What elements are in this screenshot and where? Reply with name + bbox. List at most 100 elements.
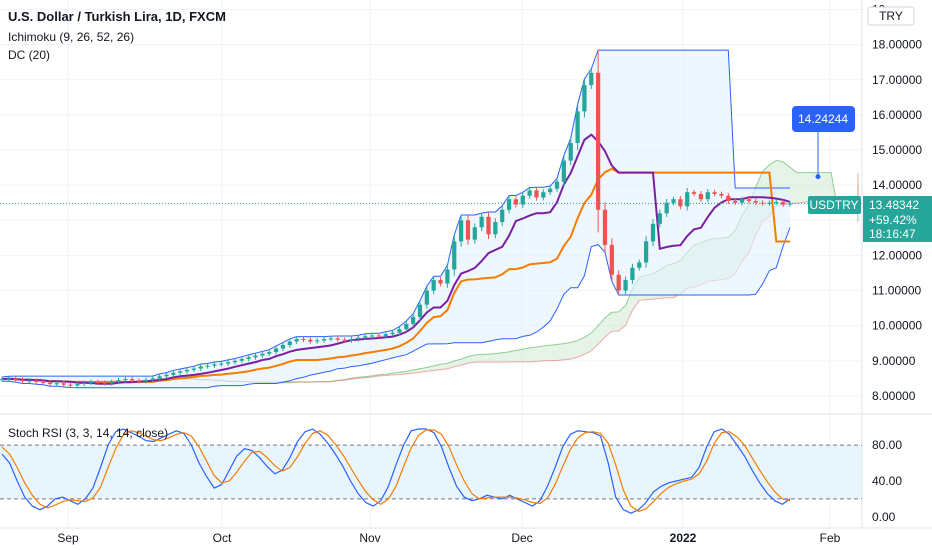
candle-body	[34, 380, 39, 382]
stoch-axis-ticks[interactable]: 0.00 40.00 80.00	[872, 438, 902, 524]
target-dot	[815, 174, 821, 180]
candle-body	[568, 143, 573, 161]
chart-title[interactable]: U.S. Dollar / Turkish Lira, 1D, FXCM	[8, 9, 226, 24]
candle-body	[445, 269, 450, 284]
candle-body	[671, 199, 676, 203]
time-tick-label: Sep	[57, 531, 79, 545]
candle-body	[68, 384, 73, 386]
candle-body	[301, 339, 306, 341]
candle-body	[150, 378, 155, 380]
candle-body	[198, 366, 203, 369]
candle-body	[787, 203, 793, 205]
candle-body	[623, 280, 628, 291]
candle-body	[280, 345, 286, 349]
candle-body	[356, 337, 361, 340]
candle-body	[520, 195, 525, 205]
candle-body	[349, 339, 354, 341]
candle-body	[0, 379, 5, 381]
candle-body	[548, 188, 553, 193]
candle-body	[54, 383, 59, 385]
candle-body	[774, 202, 779, 204]
candle-body	[383, 334, 388, 337]
candle-body	[609, 244, 614, 275]
ichimoku-legend[interactable]: Ichimoku (9, 26, 52, 26)	[8, 30, 134, 44]
candle-body	[465, 220, 471, 240]
price-tick-label: 11.00000	[872, 284, 921, 298]
ichimoku-tenkan-line	[1, 133, 791, 385]
candle-body	[712, 192, 717, 194]
target-price-badge[interactable]	[792, 106, 855, 132]
candle-body	[527, 190, 532, 196]
candle-body	[164, 374, 169, 377]
candle-body	[75, 384, 80, 386]
candle-body	[616, 274, 621, 291]
candle-body	[561, 160, 567, 182]
candle-body	[123, 379, 128, 381]
candle-body	[116, 380, 121, 382]
candle-body	[602, 209, 608, 245]
candle-body	[589, 72, 594, 86]
candle-body	[184, 369, 190, 372]
candle-body	[554, 181, 560, 189]
donchian-legend[interactable]: DC (20)	[8, 48, 50, 62]
candle-body	[47, 382, 53, 385]
candle-body	[287, 341, 292, 346]
candle-body	[321, 339, 327, 341]
candle-body	[733, 200, 738, 203]
candle-body	[273, 348, 279, 353]
candle-body	[232, 360, 238, 363]
candle-body	[20, 379, 25, 382]
price-change-text: +59.42%	[869, 213, 917, 227]
stoch-tick-label: 0.00	[872, 510, 896, 524]
candle-body	[308, 339, 313, 342]
countdown-text: 18:16:47	[869, 227, 916, 241]
candle-body	[664, 202, 669, 214]
candle-body	[267, 352, 272, 354]
candle-body	[109, 381, 114, 384]
candle-body	[404, 323, 409, 330]
stoch-rsi-d-line	[1, 429, 791, 513]
currency-label[interactable]: TRY	[879, 9, 903, 23]
candle-body	[157, 376, 162, 379]
last-price-badge[interactable]	[863, 196, 932, 242]
stoch-rsi-k-line	[1, 428, 791, 514]
time-tick-label: 2022	[670, 531, 697, 545]
candle-body	[328, 338, 334, 340]
candle-body	[130, 379, 135, 381]
stoch-rsi-band	[0, 445, 862, 499]
candle-body	[136, 380, 142, 382]
candle-body	[143, 379, 149, 382]
stoch-tick-label: 80.00	[872, 438, 902, 452]
candle-body	[253, 355, 258, 358]
candle-body	[294, 339, 299, 342]
candle-body	[431, 280, 436, 291]
candle-body	[506, 199, 512, 210]
candle-body	[726, 195, 731, 201]
price-tick-label: 12.00000	[872, 248, 922, 262]
price-tick-label: 17.00000	[872, 73, 922, 87]
candle-body	[719, 193, 724, 196]
candle-body	[698, 193, 704, 200]
candle-body	[88, 381, 94, 383]
time-axis-ticks[interactable]: Sep Oct Nov Dec 2022 Feb	[57, 531, 840, 545]
candle-body	[27, 380, 32, 382]
candle-body	[637, 262, 642, 268]
candle-body	[486, 216, 491, 235]
last-price-text: 13.48342	[869, 198, 919, 212]
candle-body	[342, 339, 347, 341]
stoch-tick-label: 40.00	[872, 474, 902, 488]
price-tick-label: 8.00000	[872, 389, 916, 403]
price-tick-label: 10.00000	[872, 319, 922, 333]
price-tick-label: 14.00000	[872, 178, 922, 192]
candle-body	[753, 200, 758, 203]
stoch-rsi-legend[interactable]: Stoch RSI (3, 3, 14, 14, close)	[8, 426, 168, 440]
currency-box[interactable]	[867, 6, 915, 26]
donchian-channel-fill	[2, 50, 790, 388]
candle-body	[479, 216, 484, 228]
candle-body	[95, 381, 101, 383]
donchian-lower-line	[1, 227, 791, 389]
candle-body	[6, 378, 11, 380]
symbol-badge[interactable]	[808, 196, 861, 214]
candle-body	[575, 111, 580, 144]
